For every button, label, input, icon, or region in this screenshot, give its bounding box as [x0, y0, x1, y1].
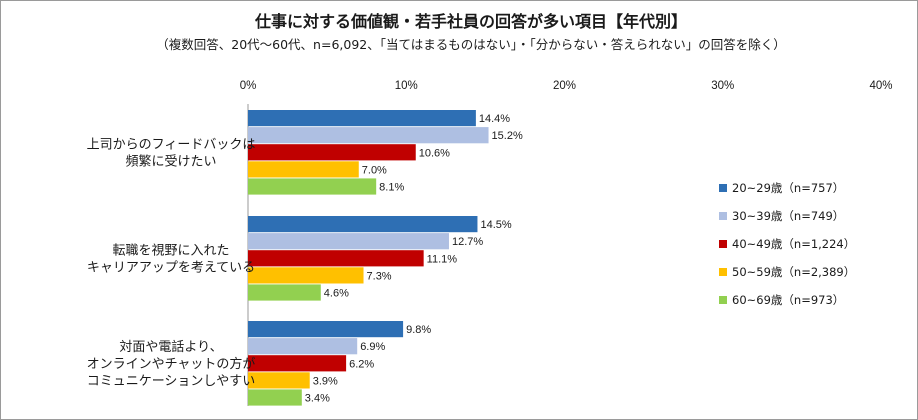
- category-label: 上司からのフィードバックは: [87, 137, 256, 152]
- bar: [248, 161, 359, 178]
- bars-group: 14.4% 15.2% 10.6% 7.0% 8.1% 14.5% 12.7% 11.1% 7.…: [248, 110, 523, 406]
- data-label: 7.3%: [367, 270, 392, 282]
- data-label: 14.4%: [479, 113, 510, 125]
- legend-swatch: [719, 184, 727, 192]
- data-label: 9.8%: [406, 324, 431, 336]
- data-label: 15.2%: [492, 130, 523, 142]
- category-label: 転職を視野に入れた: [112, 243, 229, 258]
- category-label: コミュニケーションしやすい: [87, 374, 256, 389]
- data-label: 12.7%: [452, 236, 483, 248]
- x-tick-label: 0%: [240, 80, 257, 92]
- category-label: 頻繁に受けたい: [125, 153, 216, 169]
- data-label: 6.9%: [360, 341, 385, 353]
- data-label: 7.0%: [362, 164, 387, 176]
- data-label: 3.4%: [305, 393, 330, 405]
- bar: [248, 372, 310, 389]
- bar: [248, 178, 377, 195]
- bar: [248, 389, 302, 406]
- chart-title: 仕事に対する価値観・若手社員の回答が多い項目【年代別】: [254, 12, 687, 31]
- bar: [248, 127, 489, 144]
- data-label: 14.5%: [480, 219, 511, 231]
- category-labels: 上司からのフィードバックは頻繁に受けたい転職を視野に入れたキャリアアップを考えて…: [87, 137, 256, 389]
- x-tick-label: 30%: [711, 80, 734, 92]
- data-label: 11.1%: [427, 253, 458, 265]
- legend-label: 60~69歳（n=973）: [732, 293, 844, 307]
- legend-label: 20~29歳（n=757）: [732, 181, 844, 195]
- legend: 20~29歳（n=757） 30~39歳（n=749） 40~49歳（n=1,224…: [719, 181, 855, 307]
- x-tick-label: 40%: [869, 80, 892, 92]
- bar: [248, 250, 424, 267]
- bar: [248, 321, 404, 338]
- bar: [248, 284, 321, 301]
- bar: [248, 355, 347, 372]
- data-label: 8.1%: [379, 182, 404, 194]
- category-label: 対面や電話より、: [119, 339, 222, 355]
- legend-label: 30~39歳（n=749）: [732, 209, 844, 223]
- legend-swatch: [719, 268, 727, 276]
- legend-swatch: [719, 240, 727, 248]
- bar: [248, 216, 478, 233]
- data-label: 6.2%: [349, 358, 374, 370]
- bar: [248, 110, 476, 127]
- legend-swatch: [719, 212, 727, 220]
- bar: [248, 267, 364, 284]
- legend-label: 50~59歳（n=2,389）: [732, 265, 855, 279]
- data-label: 3.9%: [313, 375, 338, 387]
- bar: [248, 233, 449, 250]
- legend-label: 40~49歳（n=1,224）: [732, 237, 855, 251]
- x-tick-label: 20%: [553, 80, 576, 92]
- data-label: 10.6%: [419, 147, 450, 159]
- legend-swatch: [719, 296, 727, 304]
- category-label: キャリアアップを考えている: [87, 260, 255, 275]
- bar: [248, 338, 358, 355]
- bar: [248, 144, 416, 161]
- x-axis-ticks: 0% 10% 20% 30% 40%: [240, 80, 893, 92]
- category-label: オンラインやチャットの方が: [87, 356, 256, 372]
- chart-subtitle: （複数回答、20代～60代、n=6,092、「当てはまるものはない」・「分からな…: [156, 37, 786, 52]
- data-label: 4.6%: [324, 288, 349, 300]
- x-tick-label: 10%: [395, 80, 418, 92]
